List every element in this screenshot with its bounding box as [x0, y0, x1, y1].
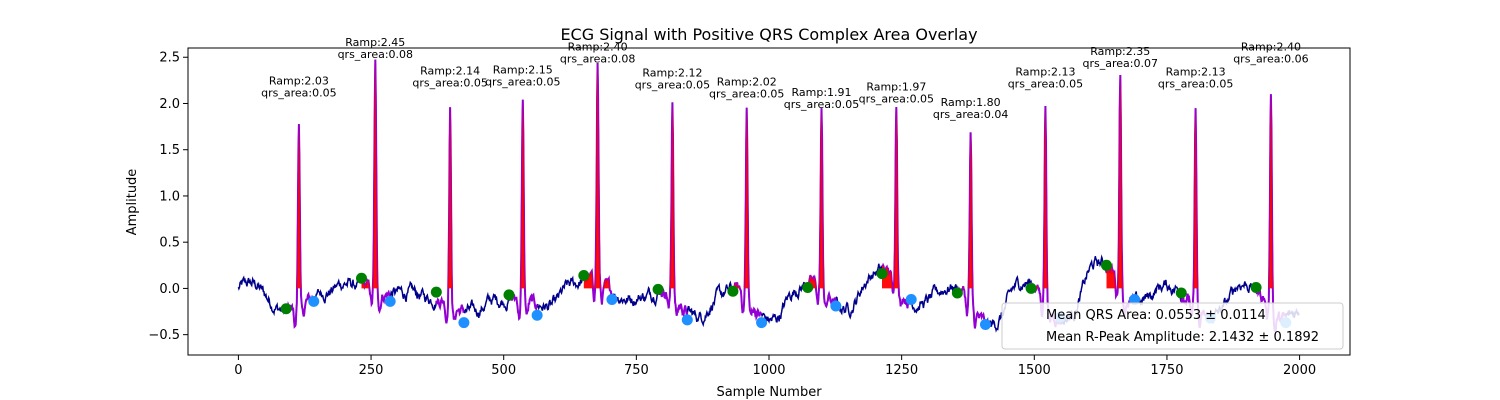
x-tick-label: 250 [359, 363, 384, 378]
qrs-offset-marker [384, 295, 396, 307]
qrs-onset-marker [1100, 259, 1112, 271]
qrs-area-label: qrs_area:0.05 [709, 88, 784, 101]
x-tick-label: 750 [624, 363, 649, 378]
qrs-onset-marker [1025, 282, 1037, 294]
x-tick-label: 500 [491, 363, 516, 378]
qrs-onset-marker [356, 272, 368, 284]
plot-area [237, 59, 1300, 333]
r-amp-label: Ramp:2.40 [568, 40, 628, 53]
qrs-area-fill [807, 108, 836, 289]
x-tick-label: 1250 [885, 363, 918, 378]
qrs-offset-marker [830, 300, 842, 312]
qrs-area-fill [436, 107, 464, 289]
qrs-area-label: qrs_area:0.05 [1008, 77, 1083, 90]
qrs-area-fill [1256, 94, 1286, 289]
qrs-onset-marker [280, 303, 292, 315]
qrs-area-fill [957, 132, 986, 289]
y-axis: −0.5 0.0 0.5 1.0 1.5 2.0 2.5 [148, 51, 188, 343]
qrs-area-fill [509, 99, 538, 289]
qrs-area-label: qrs_area:0.05 [859, 92, 934, 105]
qrs-area-label: qrs_area:0.05 [784, 98, 859, 111]
r-amp-label: Ramp:2.40 [1241, 40, 1301, 53]
qrs-offset-marker [979, 318, 991, 330]
qrs-offset-marker [606, 294, 618, 306]
qrs-area-label: qrs_area:0.08 [338, 48, 413, 61]
qrs-area-label: qrs_area:0.05 [635, 78, 710, 91]
qrs-offset-marker [905, 294, 917, 306]
qrs-area-label: qrs_area:0.05 [1158, 77, 1233, 90]
beat-annotations: Ramp:2.03qrs_area:0.05Ramp:2.45qrs_area:… [261, 36, 1309, 121]
qrs-area-fill [882, 107, 912, 289]
qrs-area-label: qrs_area:0.05 [412, 77, 487, 90]
qrs-area-fill [286, 124, 314, 289]
r-amp-label: Ramp:2.35 [1090, 45, 1150, 58]
x-tick-label: 1500 [1018, 363, 1051, 378]
qrs-area-fill [1181, 108, 1211, 289]
x-tick-label: 1000 [752, 363, 785, 378]
y-tick-label: 1.0 [159, 189, 180, 204]
y-axis-label: Amplitude [125, 169, 140, 236]
qrs-onset-marker [876, 268, 888, 280]
x-axis-label: Sample Number [716, 385, 822, 400]
qrs-area-label: qrs_area:0.06 [1233, 52, 1308, 65]
qrs-onset-marker [1250, 281, 1262, 293]
chart-title: ECG Signal with Positive QRS Complex Are… [560, 25, 977, 44]
r-amp-label: Ramp:2.03 [269, 75, 329, 88]
y-tick-label: 2.5 [159, 51, 180, 66]
r-amp-label: Ramp:2.15 [493, 64, 553, 77]
qrs-offset-marker [681, 314, 693, 326]
r-amp-label: Ramp:2.13 [1166, 65, 1226, 78]
qrs-area-label: qrs_area:0.05 [261, 87, 336, 100]
y-tick-label: 0.0 [159, 282, 180, 297]
y-tick-label: 2.0 [159, 97, 180, 112]
r-amp-label: Ramp:2.45 [345, 36, 405, 49]
legend-entry-r-amplitude: Mean R-Peak Amplitude: 2.1432 ± 0.1892 [1046, 330, 1319, 345]
legend: Mean QRS Area: 0.0553 ± 0.0114 Mean R-Pe… [1001, 302, 1344, 350]
r-amp-label: Ramp:1.80 [941, 96, 1001, 109]
qrs-onset-marker [503, 289, 515, 301]
y-tick-label: 1.5 [159, 143, 180, 158]
r-amp-label: Ramp:2.13 [1015, 65, 1075, 78]
qrs-onset-marker [802, 281, 814, 293]
plot-content [237, 59, 1300, 333]
legend-entry-qrs-area: Mean QRS Area: 0.0553 ± 0.0114 [1046, 308, 1266, 323]
qrs-area-label: qrs_area:0.08 [560, 52, 635, 65]
r-amp-label: Ramp:2.02 [717, 76, 777, 89]
qrs-area-fill [583, 63, 612, 289]
x-tick-label: 0 [234, 363, 242, 378]
qrs-area-fill [658, 102, 688, 289]
qrs-offset-marker [308, 295, 320, 307]
x-tick-label: 2000 [1283, 363, 1316, 378]
r-amp-label: Ramp:1.97 [866, 80, 926, 93]
r-amp-label: Ramp:2.14 [420, 65, 480, 78]
qrs-area-fill [732, 107, 762, 289]
legend-box [1001, 302, 1344, 350]
y-tick-label: −0.5 [148, 328, 180, 343]
qrs-offset-marker [531, 309, 543, 321]
qrs-onset-marker [578, 269, 590, 281]
qrs-area-fill [361, 59, 391, 289]
r-amp-label: Ramp:2.12 [642, 66, 702, 79]
r-amp-label: Ramp:1.91 [792, 86, 852, 99]
qrs-area-fill [1031, 106, 1061, 289]
qrs-area-label: qrs_area:0.05 [485, 76, 560, 89]
qrs-onset-marker [430, 286, 442, 298]
qrs-area-label: qrs_area:0.07 [1083, 57, 1158, 70]
qrs-onset-marker [951, 287, 963, 299]
qrs-area-label: qrs_area:0.04 [933, 108, 1008, 121]
qrs-onset-marker [652, 283, 664, 295]
qrs-onset-marker [1175, 287, 1187, 299]
qrs-offset-marker [756, 317, 768, 329]
x-axis: 0 250 500 750 1000 1250 1500 1750 2000 [234, 355, 1316, 378]
qrs-area-fill [1106, 75, 1135, 289]
y-tick-label: 0.5 [159, 236, 180, 251]
qrs-offset-marker [1129, 294, 1141, 306]
qrs-onset-marker [727, 285, 739, 297]
qrs-offset-marker [458, 317, 470, 329]
x-tick-label: 1750 [1150, 363, 1183, 378]
